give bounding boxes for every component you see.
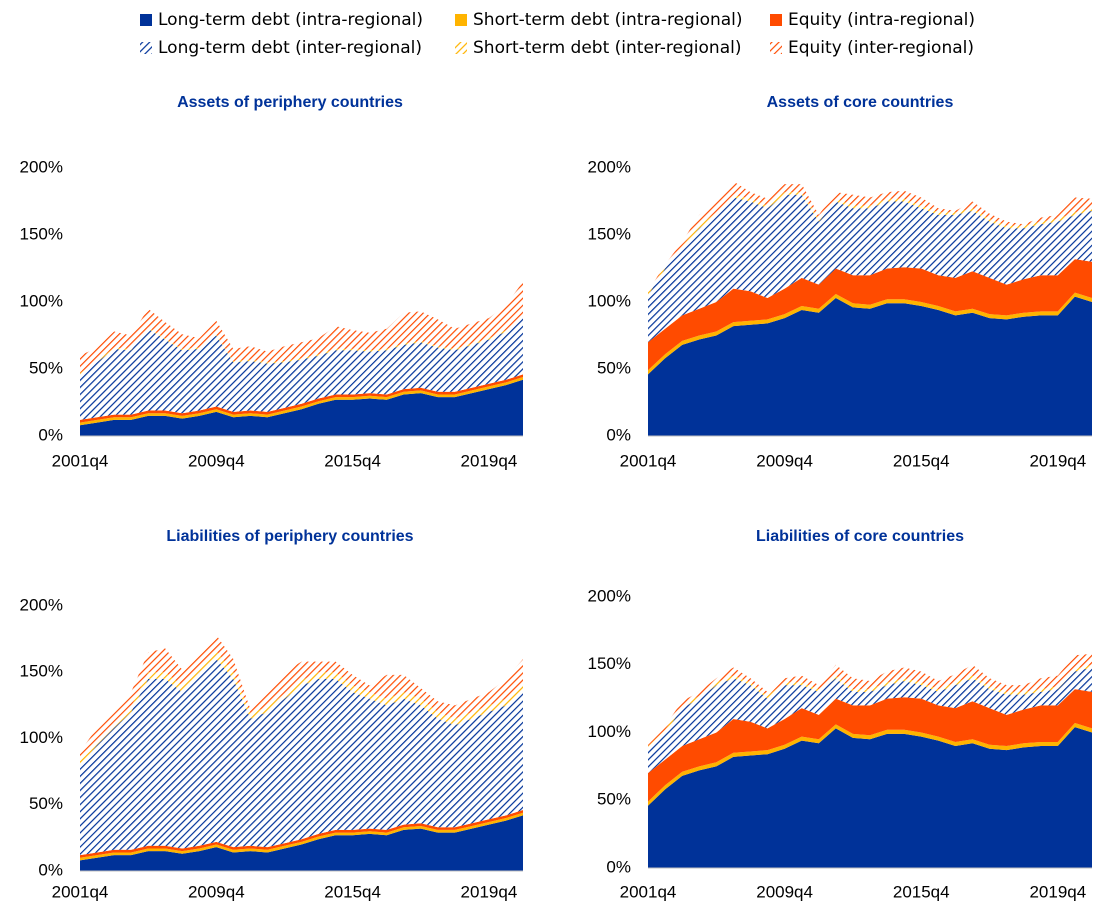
area [80, 318, 523, 420]
y-tick-label: 0% [606, 425, 631, 444]
legend-label: Long-term debt (inter-regional) [158, 38, 422, 58]
x-tick-label: 2019q4 [461, 882, 518, 901]
legend-label: Long-term debt (intra-regional) [158, 10, 423, 30]
y-tick-label: 50% [29, 358, 63, 377]
y-tick-label: 200% [588, 586, 631, 605]
area [648, 259, 1092, 371]
y-tick-label: 200% [588, 157, 631, 176]
y-tick-label: 50% [597, 790, 631, 809]
legend-label: Equity (inter-regional) [788, 38, 974, 58]
legend-swatch [140, 42, 152, 54]
area [648, 727, 1092, 868]
legend-swatch [770, 42, 782, 54]
x-tick-label: 2015q4 [893, 451, 950, 470]
y-tick-label: 0% [38, 860, 63, 879]
chart-title: Liabilities of core countries [756, 528, 964, 545]
area [648, 296, 1092, 436]
y-tick-label: 150% [20, 224, 63, 243]
y-tick-label: 150% [588, 654, 631, 673]
y-tick-label: 50% [29, 794, 63, 813]
y-tick-label: 200% [20, 595, 63, 614]
area [648, 689, 1092, 802]
legend-label: Short-term debt (intra-regional) [473, 10, 743, 30]
area [80, 651, 523, 765]
y-tick-label: 0% [38, 425, 63, 444]
x-tick-label: 2001q4 [52, 451, 109, 470]
area [648, 194, 1092, 343]
legend-label: Equity (intra-regional) [788, 10, 975, 30]
area [648, 292, 1092, 375]
area [80, 316, 523, 375]
x-tick-label: 2001q4 [52, 882, 109, 901]
x-tick-label: 2009q4 [756, 451, 813, 470]
y-tick-label: 50% [597, 358, 631, 377]
x-tick-label: 2001q4 [620, 451, 677, 470]
chart-title: Assets of periphery countries [177, 94, 403, 111]
chart-title: Assets of core countries [767, 94, 954, 111]
x-tick-label: 2015q4 [324, 882, 381, 901]
y-tick-label: 100% [588, 291, 631, 310]
y-tick-label: 200% [20, 157, 63, 176]
y-tick-label: 150% [588, 224, 631, 243]
area [648, 181, 1092, 293]
area [648, 723, 1092, 806]
chart-title: Liabilities of periphery countries [166, 528, 413, 545]
legend-swatch [455, 42, 467, 54]
x-tick-label: 2009q4 [188, 451, 245, 470]
legend-label: Short-term debt (inter-regional) [473, 38, 741, 58]
area [648, 667, 1092, 774]
x-tick-label: 2015q4 [324, 451, 381, 470]
x-tick-label: 2015q4 [893, 882, 950, 901]
x-tick-label: 2019q4 [461, 451, 518, 470]
x-tick-label: 2019q4 [1029, 451, 1086, 470]
legend-swatch [770, 14, 782, 26]
y-tick-label: 150% [20, 662, 63, 681]
y-tick-label: 100% [20, 291, 63, 310]
legend-swatch [455, 14, 467, 26]
area [80, 815, 523, 871]
legend-swatch [140, 14, 152, 26]
x-tick-label: 2001q4 [620, 882, 677, 901]
y-tick-label: 100% [588, 722, 631, 741]
area [80, 281, 523, 373]
area [80, 635, 523, 761]
y-tick-label: 100% [20, 728, 63, 747]
area [80, 659, 523, 856]
x-tick-label: 2009q4 [756, 882, 813, 901]
y-tick-label: 0% [606, 857, 631, 876]
area [80, 379, 523, 436]
x-tick-label: 2009q4 [188, 882, 245, 901]
x-tick-label: 2019q4 [1029, 882, 1086, 901]
area [648, 653, 1092, 746]
